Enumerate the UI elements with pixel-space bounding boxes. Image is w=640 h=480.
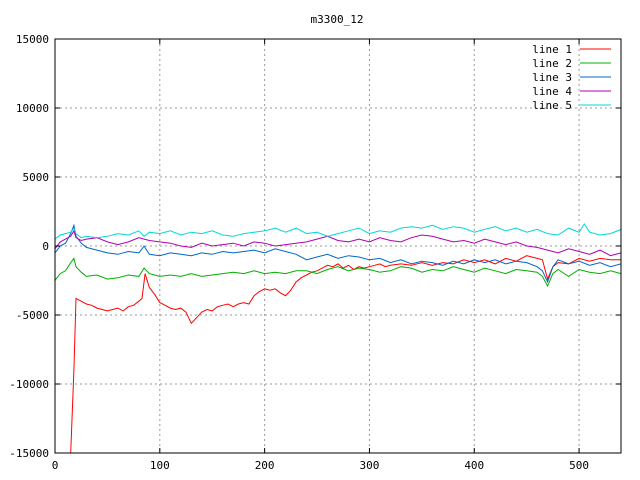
x-tick-label: 0 [52,459,59,472]
x-tick-label: 100 [150,459,170,472]
legend-label: line 5 [532,99,572,112]
series-line-1 [55,255,621,453]
y-tick-label: 10000 [16,102,49,115]
y-tick-label: -15000 [9,447,49,460]
y-tick-label: -5000 [16,309,49,322]
chart-title: m3300_12 [311,13,364,26]
x-tick-label: 300 [360,459,380,472]
y-tick-label: -10000 [9,378,49,391]
legend-label: line 3 [532,71,572,84]
series-line-5 [55,222,621,240]
series-line-2 [55,257,621,288]
y-tick-label: 5000 [23,171,50,184]
x-tick-label: 200 [255,459,275,472]
series-layer [55,222,621,453]
x-tick-label: 400 [464,459,484,472]
x-tick-label: 500 [569,459,589,472]
series-line-3 [55,223,621,284]
legend-label: line 4 [532,85,572,98]
series-line-4 [55,229,621,257]
legend-label: line 1 [532,43,572,56]
legend-label: line 2 [532,57,572,70]
axis-ticks: 0 100 200 300 400 500 -15000 -10000 -5000 0 5000 10… [9,33,621,472]
y-tick-label: 15000 [16,33,49,46]
y-tick-label: 0 [42,240,49,253]
